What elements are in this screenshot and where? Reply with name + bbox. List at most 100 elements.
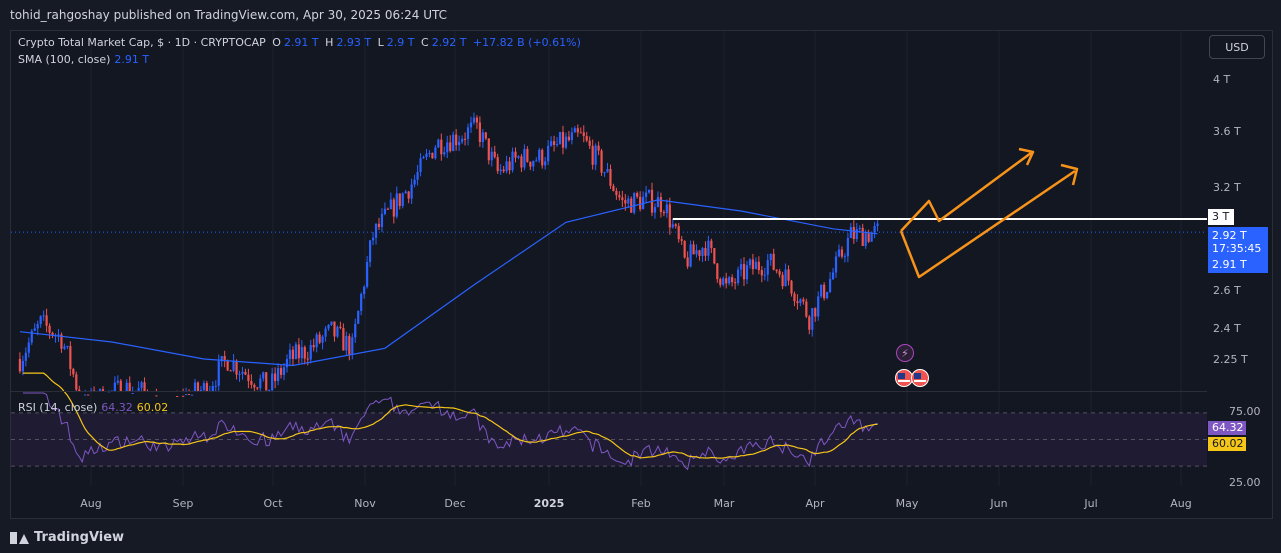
candle-body bbox=[734, 282, 737, 284]
candle-body bbox=[828, 279, 832, 292]
candle-body bbox=[377, 223, 381, 227]
candle-body bbox=[662, 212, 665, 214]
candle-body bbox=[579, 132, 582, 134]
candle-body bbox=[354, 323, 357, 338]
candle-body bbox=[452, 134, 455, 152]
candle-body bbox=[330, 321, 333, 325]
rsi-tick: 75.00 bbox=[1229, 405, 1261, 418]
candle-body bbox=[849, 227, 852, 239]
candle-body bbox=[823, 284, 826, 299]
candle-body bbox=[547, 145, 550, 162]
candle-body bbox=[722, 278, 725, 285]
candle-body bbox=[63, 346, 66, 349]
rsi-legend[interactable]: RSI (14, close) 64.32 60.02 bbox=[18, 401, 168, 414]
candle-body bbox=[226, 360, 229, 371]
candle-body bbox=[511, 151, 514, 171]
candle-body bbox=[116, 380, 119, 383]
candle-body bbox=[235, 360, 238, 375]
candle-body bbox=[300, 347, 303, 359]
candle-body bbox=[612, 185, 615, 191]
candle-body bbox=[805, 301, 808, 317]
candle-body bbox=[514, 151, 517, 158]
candle-body bbox=[600, 150, 603, 173]
candle-body bbox=[787, 269, 790, 281]
close-label: C bbox=[421, 36, 429, 49]
candle-body bbox=[119, 380, 122, 391]
candle-body bbox=[176, 395, 179, 397]
pane-divider[interactable] bbox=[11, 391, 1207, 392]
candle-body bbox=[143, 382, 146, 391]
time-tick: May bbox=[895, 497, 919, 510]
candle-body bbox=[84, 394, 87, 396]
candle-body bbox=[769, 253, 772, 261]
lightning-icon[interactable]: ⚡ bbox=[896, 344, 914, 362]
candle-body bbox=[535, 160, 538, 162]
candle-body bbox=[517, 156, 520, 158]
candle-body bbox=[532, 161, 535, 167]
candle-body bbox=[609, 169, 612, 186]
candle-body bbox=[383, 208, 387, 214]
candle-body bbox=[199, 390, 203, 392]
publisher-line: tohid_rahgoshay published on TradingView… bbox=[10, 8, 448, 22]
candle-body bbox=[137, 387, 140, 391]
candle-body bbox=[502, 169, 505, 172]
sma-legend[interactable]: SMA (100, close) 2.91 T bbox=[18, 53, 149, 66]
chart-frame[interactable]: Crypto Total Market Cap, $ · 1D · CRYPTO… bbox=[10, 30, 1273, 519]
candle-body bbox=[460, 138, 464, 142]
candle-body bbox=[371, 237, 375, 241]
candle-body bbox=[636, 193, 639, 197]
candle-body bbox=[187, 394, 191, 396]
candle-body bbox=[713, 248, 716, 264]
candle-body bbox=[493, 151, 496, 158]
time-tick: Mar bbox=[713, 497, 735, 510]
candle-body bbox=[309, 345, 312, 360]
candle-body bbox=[128, 382, 131, 391]
candle-body bbox=[398, 193, 401, 206]
candle-body bbox=[33, 328, 36, 331]
candle-body bbox=[677, 226, 680, 240]
candle-body bbox=[508, 161, 511, 171]
candle-body bbox=[446, 142, 449, 153]
candle-body bbox=[87, 394, 90, 396]
candle-body bbox=[220, 356, 223, 362]
candle-body bbox=[247, 374, 250, 381]
candle-body bbox=[413, 179, 416, 185]
candle-body bbox=[291, 349, 295, 359]
candle-body bbox=[327, 324, 330, 329]
candle-body bbox=[704, 247, 707, 256]
candle-body bbox=[876, 223, 879, 226]
candle-body bbox=[268, 390, 271, 392]
candle-body bbox=[279, 368, 283, 375]
current-price-tag: 2.92 T 17:35:45 bbox=[1208, 227, 1268, 257]
candle-body bbox=[315, 334, 318, 348]
candle-body bbox=[555, 144, 559, 146]
candle-body bbox=[336, 326, 339, 337]
time-tick: Jun bbox=[990, 497, 1008, 510]
symbol-name[interactable]: Crypto Total Market Cap, $ · 1D · CRYPTO… bbox=[18, 36, 266, 49]
candle-body bbox=[303, 347, 306, 359]
candle-body bbox=[18, 359, 22, 372]
rsi-label: RSI (14, close) bbox=[18, 401, 98, 414]
candle-body bbox=[541, 149, 544, 166]
us-flag-icon[interactable] bbox=[911, 369, 929, 387]
candle-body bbox=[567, 136, 571, 141]
candle-body bbox=[701, 247, 704, 256]
open-label: O bbox=[272, 36, 281, 49]
candle-body bbox=[72, 369, 75, 375]
currency-button[interactable]: USD bbox=[1209, 35, 1265, 59]
candle-body bbox=[223, 356, 226, 361]
candle-body bbox=[594, 145, 597, 165]
candle-body bbox=[647, 189, 651, 193]
price-chart[interactable] bbox=[11, 31, 1273, 519]
candle-body bbox=[262, 372, 265, 379]
bar-countdown: 17:35:45 bbox=[1212, 242, 1262, 255]
candle-body bbox=[443, 152, 446, 155]
candle-body bbox=[639, 196, 642, 210]
candle-body bbox=[603, 172, 606, 174]
candle-body bbox=[318, 334, 321, 343]
candle-body bbox=[873, 225, 876, 233]
price-tick: 2.6 T bbox=[1213, 284, 1241, 297]
candle-body bbox=[392, 199, 395, 217]
candle-body bbox=[440, 139, 443, 155]
tradingview-logo[interactable]: TradingView bbox=[10, 530, 124, 545]
